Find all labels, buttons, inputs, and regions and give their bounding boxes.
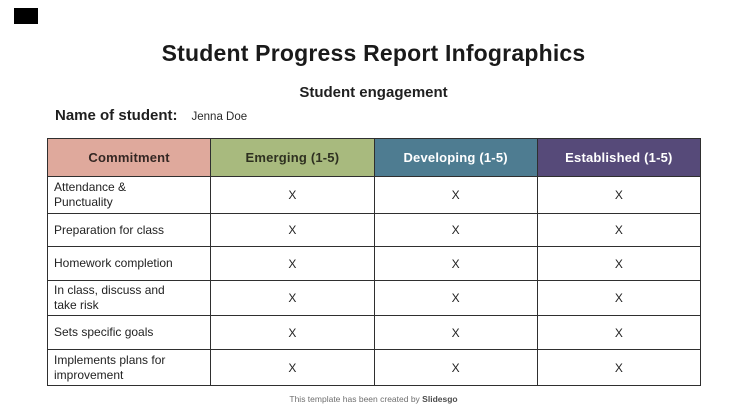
table-row: Homework completion X X X bbox=[46, 246, 702, 281]
student-name-value: Jenna Doe bbox=[191, 111, 248, 123]
footer-credit-text: This template has been created by bbox=[289, 394, 423, 404]
mark-cell: X bbox=[373, 280, 538, 316]
mark-cell: X bbox=[536, 246, 702, 281]
mark-cell: X bbox=[210, 176, 375, 214]
mark-cell: X bbox=[210, 213, 375, 247]
table-row: In class, discuss and take risk X X X bbox=[46, 280, 702, 316]
row-label: Sets specific goals bbox=[46, 315, 212, 350]
table-row: Preparation for class X X X bbox=[46, 213, 702, 247]
corner-decoration bbox=[14, 8, 38, 24]
header-cell-developing: Developing (1-5) bbox=[373, 138, 538, 177]
row-label: Attendance & Punctuality bbox=[46, 176, 212, 214]
mark-cell: X bbox=[373, 246, 538, 281]
row-label: In class, discuss and take risk bbox=[46, 280, 212, 316]
page-title: Student Progress Report Infographics bbox=[161, 40, 586, 66]
table-row: Attendance & Punctuality X X X bbox=[46, 176, 702, 214]
mark-cell: X bbox=[536, 315, 702, 350]
mark-cell: X bbox=[373, 315, 538, 350]
footer-brand: Slidesgo bbox=[422, 394, 458, 404]
table-row: Sets specific goals X X X bbox=[46, 315, 702, 350]
student-name-row: Name of student: Jenna Doe bbox=[55, 107, 247, 124]
mark-cell: X bbox=[210, 315, 375, 350]
engagement-table: Commitment Emerging (1-5) Developing (1-… bbox=[46, 138, 702, 386]
mark-cell: X bbox=[210, 280, 375, 316]
mark-cell: X bbox=[373, 213, 538, 247]
mark-cell: X bbox=[210, 349, 375, 386]
header-cell-emerging: Emerging (1-5) bbox=[210, 138, 375, 177]
mark-cell: X bbox=[373, 349, 538, 386]
row-label: Preparation for class bbox=[46, 213, 212, 247]
student-name-label: Name of student: bbox=[55, 107, 178, 124]
row-label: Implements plans for improvement bbox=[46, 349, 212, 386]
mark-cell: X bbox=[536, 280, 702, 316]
mark-cell: X bbox=[536, 349, 702, 386]
footer-credit: This template has been created by Slides… bbox=[0, 394, 747, 404]
mark-cell: X bbox=[210, 246, 375, 281]
mark-cell: X bbox=[536, 213, 702, 247]
mark-cell: X bbox=[373, 176, 538, 214]
page-subtitle: Student engagement bbox=[299, 84, 448, 101]
table-header-row: Commitment Emerging (1-5) Developing (1-… bbox=[46, 138, 702, 177]
header-cell-established: Established (1-5) bbox=[536, 138, 702, 177]
mark-cell: X bbox=[536, 176, 702, 214]
row-label: Homework completion bbox=[46, 246, 212, 281]
header-cell-commitment: Commitment bbox=[46, 138, 212, 177]
table-row: Implements plans for improvement X X X bbox=[46, 349, 702, 386]
